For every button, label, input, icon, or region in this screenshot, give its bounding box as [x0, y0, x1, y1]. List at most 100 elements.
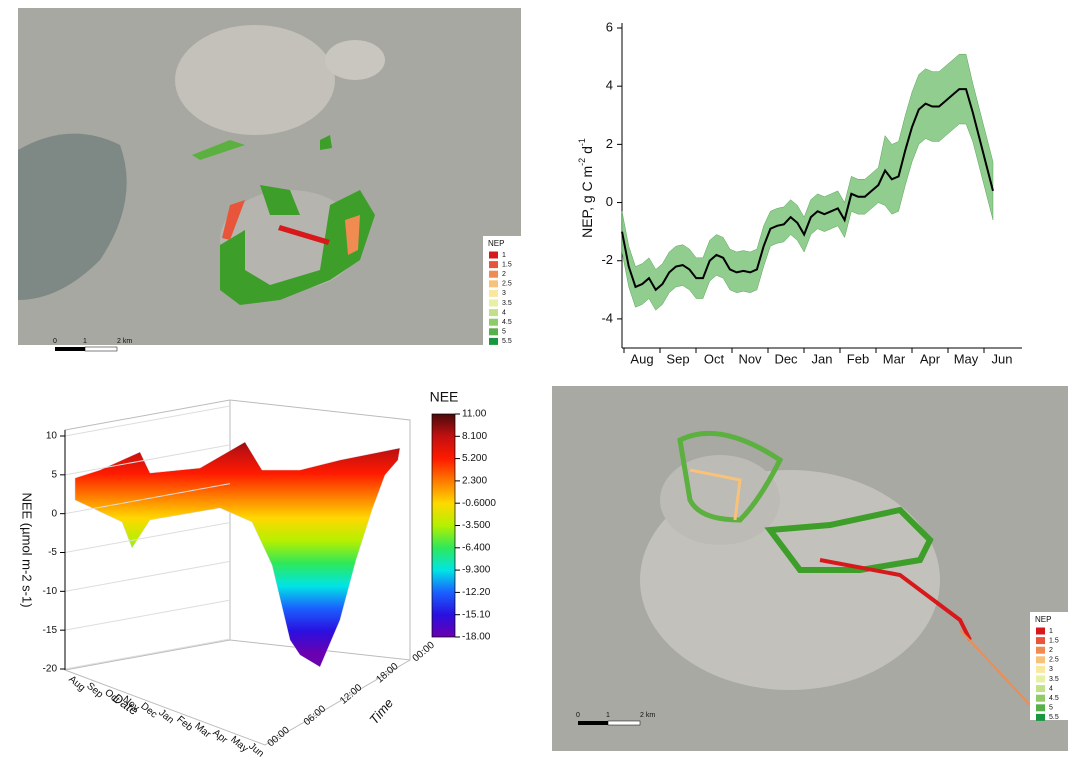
scalebar-label: 1 [83, 338, 87, 345]
legend-label: 5.5 [1049, 714, 1059, 721]
colorbar-tick-label: -0.6000 [462, 498, 496, 509]
frame [64, 659, 411, 746]
map-hotspot [689, 468, 742, 521]
y-tick-label: 6 [606, 19, 613, 34]
legend-label: 2.5 [502, 281, 512, 288]
y-axis-label-part: -1 [577, 138, 587, 146]
date-tick-label: May [228, 734, 250, 755]
legend-swatch [489, 337, 498, 345]
colorbar-tick-label: -12.20 [462, 587, 491, 598]
colorbar-tick-label: -18.00 [462, 632, 491, 643]
time-tick-label: 12:00 [338, 682, 365, 707]
legend-swatch [1036, 713, 1045, 721]
legend-swatch [489, 280, 498, 288]
grid-line [64, 483, 231, 515]
x-tick-label: Apr [920, 351, 941, 366]
legend-label: 2 [1049, 647, 1053, 654]
y-axis-label: Time [366, 695, 396, 727]
map-vegetation [192, 140, 245, 160]
z-tick-label: -15 [43, 625, 58, 636]
map-terrain [175, 25, 335, 135]
z-tick-label: -20 [43, 664, 58, 675]
z-tick-label: 5 [51, 469, 57, 480]
scalebar [607, 720, 641, 726]
grid-line [64, 638, 231, 670]
legend-swatch [489, 270, 498, 278]
legend-swatch [489, 309, 498, 317]
colorbar-title: NEE [430, 389, 459, 405]
map-vegetation [260, 185, 300, 215]
x-tick-label: Dec [774, 351, 798, 366]
grid-line [64, 599, 231, 631]
legend-title: NEP [488, 239, 504, 248]
grid-line [64, 405, 231, 437]
y-tick-label: 4 [606, 78, 613, 93]
x-tick-label: Jun [992, 351, 1013, 366]
z-axis-label: NEE (µmol m-2 s-1) [20, 492, 35, 607]
scalebar-label: 0 [576, 712, 580, 719]
legend-label: 3 [1049, 666, 1053, 673]
scalebar-label: 1 [606, 712, 610, 719]
z-tick-label: 0 [51, 508, 57, 519]
legend-swatch [489, 289, 498, 297]
scalebar [578, 721, 608, 725]
legend-label: 3.5 [502, 300, 512, 307]
colorbar-tick-label: 5.200 [462, 453, 487, 464]
map-vegetation [320, 135, 332, 150]
x-tick-label: Nov [738, 351, 762, 366]
time-tick-label: 00:00 [266, 725, 293, 750]
scalebar [84, 346, 118, 352]
legend-swatch [1036, 656, 1045, 664]
legend-swatch [1036, 694, 1045, 702]
legend-label: 3 [502, 290, 506, 297]
legend-swatch [1036, 675, 1045, 683]
scalebar-label: 2 km [640, 712, 655, 719]
map-hotspot [222, 200, 245, 240]
legend-swatch [1036, 646, 1045, 654]
map-water [18, 133, 127, 300]
map-terrain [325, 40, 385, 80]
x-tick-label: Feb [847, 351, 869, 366]
map-hotspot [345, 215, 360, 255]
map-hotspot [278, 225, 330, 245]
time-tick-label: 06:00 [302, 703, 329, 728]
scalebar-label: 2 km [117, 338, 132, 345]
x-tick-label: Oct [704, 351, 725, 366]
legend-swatch [1036, 627, 1045, 635]
legend-swatch [489, 318, 498, 326]
y-axis-label: NEP, g C m-2 d-1 [577, 138, 594, 238]
colorbar-tick-label: -15.10 [462, 609, 491, 620]
z-tick-label: -5 [48, 547, 57, 558]
legend-label: 4 [502, 309, 506, 316]
legend-swatch [489, 261, 498, 269]
legend-swatch [1036, 685, 1045, 693]
legend-swatch [1036, 665, 1045, 673]
colorbar-tick-label: 8.100 [462, 431, 487, 442]
x-axis-label: Date [110, 690, 141, 718]
y-tick-label: -4 [601, 310, 613, 325]
legend-label: 4 [1049, 685, 1053, 692]
map-terrain [660, 455, 780, 545]
z-tick-label: 10 [46, 431, 58, 442]
grid-line [64, 560, 231, 592]
map-top-left [18, 8, 521, 345]
x-tick-label: Jan [812, 351, 833, 366]
scalebar-label: 0 [53, 338, 57, 345]
legend-swatch [489, 328, 498, 336]
legend-label: 1 [1049, 628, 1053, 635]
legend-swatch [1036, 704, 1045, 712]
z-tick-label: -10 [43, 586, 58, 597]
time-tick-label: 00:00 [411, 640, 438, 665]
time-tick-label: 18:00 [374, 661, 401, 686]
y-axis-label-part: NEP, g C m [579, 166, 595, 238]
x-tick-label: Mar [883, 351, 906, 366]
y-tick-label: 2 [606, 136, 613, 151]
scalebar [55, 347, 85, 351]
surface [74, 441, 401, 668]
x-tick-label: Aug [630, 351, 653, 366]
colorbar-tick-label: 11.00 [462, 409, 487, 420]
y-axis-label-part: d [579, 146, 595, 158]
grid-line [64, 444, 231, 476]
